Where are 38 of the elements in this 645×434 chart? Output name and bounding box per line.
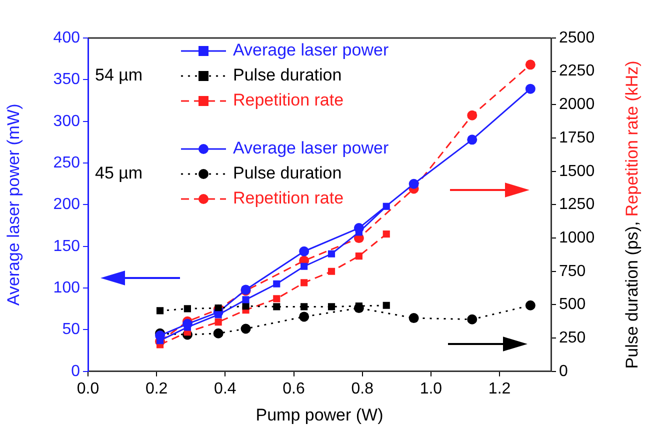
annotation: 45 µm xyxy=(95,164,143,183)
y2-tick-label: 1000 xyxy=(559,229,595,246)
x-tick-label: 1.2 xyxy=(488,380,511,398)
x-tick-label: 0.0 xyxy=(76,380,100,398)
x-tick-label: 0.8 xyxy=(351,380,374,398)
y-tick-label: 150 xyxy=(53,238,80,255)
y2-tick-label: 0 xyxy=(559,362,568,380)
y2-tick-label: 250 xyxy=(559,329,586,346)
x-tick-label: 1.0 xyxy=(420,380,442,398)
x-axis-title: Pump power (W) xyxy=(256,405,384,424)
y2-tick-label: 1250 xyxy=(559,196,595,214)
y2-axis-title: Pulse duration (ps), Repetition rate (kHz) xyxy=(622,60,642,369)
legend-label: Pulse duration xyxy=(233,164,342,183)
y-tick-label: 200 xyxy=(53,196,80,214)
x-tick-label: 0.2 xyxy=(145,380,168,398)
y2-tick-label: 2000 xyxy=(559,96,595,114)
y2-tick-label: 2250 xyxy=(559,62,595,80)
y2-tick-label: 2500 xyxy=(559,29,595,46)
y-tick-label: 350 xyxy=(53,71,80,88)
y2-tick-label: 1750 xyxy=(559,129,595,146)
y-tick-label: 100 xyxy=(53,279,80,296)
legend-label: Average laser power xyxy=(233,40,389,60)
y-tick-label: 400 xyxy=(53,29,80,46)
y2-tick-label: 1500 xyxy=(559,162,595,180)
annotation: 54 µm xyxy=(95,66,143,85)
legend-label: Pulse duration xyxy=(233,66,342,85)
y-tick-label: 50 xyxy=(62,321,80,338)
y-tick-label: 0 xyxy=(71,362,80,380)
y-axis-title: Average laser power (mW) xyxy=(4,104,23,306)
legend-label: Average laser power xyxy=(233,138,389,158)
legend-label: Repetition rate xyxy=(233,188,344,208)
legend-label: Repetition rate xyxy=(233,90,344,110)
y2-tick-label: 750 xyxy=(559,262,586,280)
y2-tick-label: 500 xyxy=(559,296,586,314)
x-tick-label: 0.6 xyxy=(282,380,305,398)
x-tick-label: 0.4 xyxy=(214,380,236,398)
y-tick-label: 300 xyxy=(53,112,80,130)
y-tick-label: 250 xyxy=(53,154,80,172)
